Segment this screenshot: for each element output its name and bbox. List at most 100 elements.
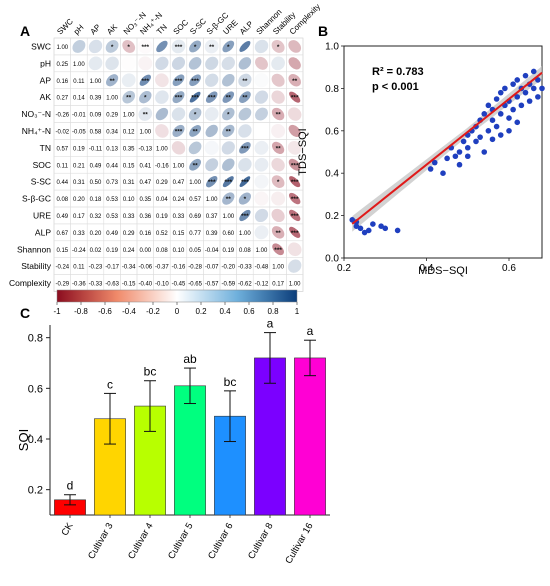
scatter-point: [349, 217, 356, 223]
heatmap-value: 0.09: [90, 113, 102, 119]
scatter-xlabel: MDS−SQI: [418, 265, 468, 277]
scatter-point: [394, 227, 401, 234]
heatmap-value: -0.16: [172, 265, 186, 271]
heatmap-significance: *: [227, 112, 230, 119]
heatmap-value: 1.00: [272, 265, 284, 271]
scatter-point: [514, 94, 521, 100]
heatmap-ellipse: [138, 39, 153, 54]
heatmap-significance: **: [292, 78, 298, 85]
scatter-point: [431, 159, 438, 166]
heatmap-significance: ***: [208, 95, 216, 102]
significance-letter: c: [107, 377, 113, 391]
heatmap-value: -0.04: [205, 248, 219, 254]
heatmap-row-label: URE: [33, 210, 51, 220]
heatmap-ellipse: [189, 91, 201, 103]
heatmap-row-label: Complexity: [9, 278, 52, 288]
heatmap-significance: *: [194, 44, 197, 51]
heatmap-value: -0.63: [105, 282, 119, 288]
heatmap-value: -0.33: [238, 265, 252, 271]
heatmap-ellipse: [155, 56, 169, 70]
bar-category-label: Cultivar 16: [283, 521, 315, 566]
heatmap-value: 0.33: [73, 231, 85, 237]
heatmap-ellipse: [105, 40, 119, 53]
heatmap-ellipse: [289, 209, 301, 222]
heatmap-significance: ***: [142, 44, 150, 51]
heatmap-value: 0.47: [139, 180, 151, 186]
scatter-ytick-label: 0.0: [325, 254, 339, 265]
heatmap-ellipse: [271, 123, 286, 138]
heatmap-ellipse: [139, 90, 152, 104]
heatmap-value: 1.00: [206, 197, 218, 203]
heatmap-col-label: S-SC: [188, 16, 208, 36]
bar-category-label: Cultivar 6: [206, 521, 236, 561]
heatmap-ellipse: [254, 174, 269, 189]
heatmap-ellipse: [172, 91, 185, 104]
heatmap-value: 0.11: [73, 265, 85, 271]
significance-letter: ab: [183, 352, 197, 366]
scatter-xtick-label: 0.6: [502, 263, 516, 274]
heatmap-value: -0.45: [172, 282, 186, 288]
heatmap-value: -0.34: [122, 265, 136, 271]
scatter-point: [497, 132, 504, 138]
heatmap-value: 0.57: [56, 146, 68, 152]
bar-chart: 0.2 0.4 0.6 0.8 CK Cultivar 3 Cultivar 4 Cultiv…: [16, 317, 330, 566]
heatmap-value: -0.65: [188, 282, 202, 288]
heatmap-value: 1.00: [106, 96, 118, 102]
scatter-ytick-label: 0.8: [325, 84, 339, 95]
heatmap-value: 0.39: [90, 96, 102, 102]
heatmap-value: 0.53: [106, 197, 118, 203]
heatmap-ellipse: [222, 176, 234, 188]
scatter-point: [440, 170, 446, 176]
heatmap-value: 0.10: [173, 248, 185, 254]
heatmap-col-label: SWC: [55, 17, 75, 37]
heatmap-ellipse: [221, 141, 235, 155]
heatmap-row-label: SOC: [33, 160, 51, 170]
heatmap-value: 0.29: [106, 113, 118, 119]
heatmap-significance: *: [244, 196, 247, 203]
heatmap-ellipse: [271, 90, 285, 104]
heatmap-significance: ***: [142, 78, 150, 85]
heatmap-significance: **: [226, 196, 232, 203]
heatmap-value: 0.25: [56, 62, 68, 68]
heatmap-ellipse: [288, 124, 301, 138]
heatmap-ellipse: [222, 124, 235, 138]
heatmap-ellipse: [271, 56, 285, 71]
heatmap-value: 0.50: [90, 180, 102, 186]
scatter-point: [489, 117, 496, 123]
heatmap-significance: **: [193, 162, 199, 169]
heatmap-value: 0.31: [123, 180, 135, 186]
scatter-plot: 0.2 0.4 0.60.00.20.40.60.81.0 R² = 0.783 p…: [297, 42, 545, 277]
heatmap-significance: ***: [241, 179, 249, 186]
scatter-point: [444, 155, 450, 162]
heatmap-significance: ***: [241, 213, 249, 220]
scatter-point: [535, 77, 541, 83]
heatmap-ellipse: [254, 157, 269, 172]
heatmap-ellipse: [121, 73, 136, 88]
heatmap-ellipse: [222, 40, 235, 53]
panel-label-b: B: [318, 23, 328, 39]
heatmap-value: 0.20: [90, 231, 102, 237]
regression-line: [351, 71, 543, 225]
heatmap-ellipse: [171, 107, 186, 121]
heatmap-value: 0.57: [189, 197, 201, 203]
heatmap-row-label: AK: [40, 92, 52, 102]
heatmap-value: 0.27: [56, 96, 68, 102]
heatmap-ellipse: [254, 225, 269, 240]
scatter-point: [353, 223, 360, 229]
heatmap-ellipse: [138, 56, 153, 71]
heatmap-ellipse: [254, 208, 269, 223]
heatmap-value: 0.15: [173, 231, 185, 237]
heatmap-ellipse: [105, 56, 119, 71]
heatmap-ellipse: [122, 40, 136, 53]
heatmap-value: 0.00: [139, 248, 151, 254]
heatmap-value: 0.24: [173, 197, 185, 203]
heatmap-value: 1.00: [222, 214, 234, 220]
bar-ytick-label: 0.6: [28, 383, 43, 395]
heatmap-value: 0.02: [90, 248, 102, 254]
heatmap-ellipse: [155, 124, 169, 138]
heatmap-ellipse: [155, 107, 169, 121]
heatmap-ellipse: [254, 90, 269, 104]
heatmap-ellipse: [254, 39, 269, 54]
heatmap-significance: ***: [175, 95, 183, 102]
